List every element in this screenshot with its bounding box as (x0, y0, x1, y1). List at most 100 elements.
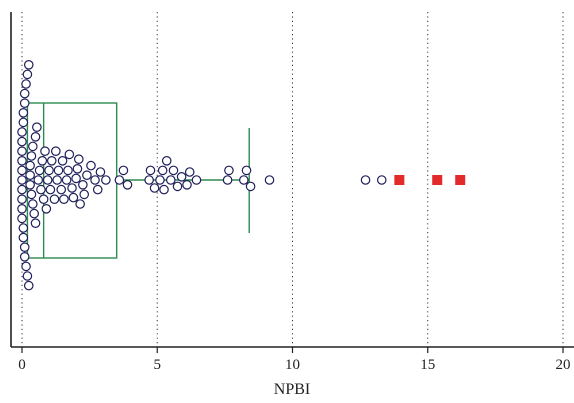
outlier-point (432, 175, 443, 185)
data-point (17, 184, 27, 195)
data-point (145, 165, 156, 176)
data-point (74, 154, 84, 164)
data-point (191, 175, 202, 185)
data-point (17, 175, 27, 185)
data-point (86, 160, 96, 171)
data-point (114, 175, 125, 185)
data-point (122, 180, 133, 190)
data-point (239, 175, 249, 185)
data-point (25, 170, 35, 180)
data-point (28, 141, 38, 152)
data-point (30, 218, 41, 228)
data-point (22, 271, 33, 281)
data-point (30, 132, 41, 142)
data-point (19, 98, 30, 108)
data-point (36, 184, 46, 195)
data-point (28, 199, 38, 209)
data-point (19, 251, 30, 262)
x-tick-label: 10 (285, 357, 300, 373)
data-point (42, 175, 53, 185)
data-point (59, 194, 69, 204)
data-point (32, 122, 42, 132)
data-point (67, 183, 77, 193)
data-point (49, 194, 60, 204)
data-point (46, 156, 57, 166)
data-point (61, 175, 72, 185)
data-point (159, 184, 169, 195)
data-point (118, 165, 129, 176)
data-point (90, 175, 100, 185)
data-point (57, 156, 68, 166)
data-point (78, 180, 88, 190)
data-point (41, 204, 52, 214)
data-point (71, 173, 81, 184)
x-tick-label: 5 (154, 357, 162, 373)
data-point (144, 175, 154, 185)
data-point (63, 165, 73, 176)
data-point (376, 175, 387, 185)
data-point (26, 151, 37, 161)
data-point (37, 156, 48, 166)
data-point (23, 60, 34, 70)
data-point (92, 184, 103, 195)
data-point (168, 165, 179, 176)
x-tick-label: 15 (420, 357, 435, 373)
data-point (21, 261, 31, 272)
data-point (17, 146, 27, 156)
data-point (161, 156, 172, 166)
data-point (17, 204, 27, 214)
data-point (224, 165, 234, 176)
data-point (21, 79, 31, 89)
data-point (17, 156, 27, 166)
data-point (245, 181, 256, 192)
data-point (72, 164, 83, 174)
data-point (19, 242, 30, 252)
data-point (25, 180, 35, 190)
data-point (82, 170, 92, 180)
data-point (18, 223, 29, 233)
data-point (64, 149, 75, 160)
data-point (17, 213, 27, 224)
data-point (34, 165, 45, 176)
data-point (33, 175, 44, 185)
data-point (25, 160, 35, 171)
data-point (40, 146, 50, 156)
data-point (38, 194, 49, 204)
data-point (157, 165, 168, 176)
data-point (19, 88, 30, 99)
data-point (44, 165, 54, 176)
data-point (18, 232, 29, 243)
data-point (176, 172, 187, 182)
data-point (17, 136, 27, 147)
data-point (75, 199, 85, 209)
outliers (394, 175, 466, 185)
x-axis-label: NPBI (274, 381, 310, 398)
x-axis-ticks: 0 5 10 15 20 (18, 347, 571, 373)
data-point (184, 167, 195, 177)
data-point (22, 69, 33, 80)
data-point (101, 175, 111, 185)
data-point (95, 167, 106, 177)
data-point (172, 181, 183, 192)
data-point (264, 175, 275, 185)
data-point (51, 146, 61, 156)
outlier-point (394, 175, 405, 185)
data-point (17, 194, 27, 204)
data-point (165, 175, 176, 185)
data-point (17, 165, 27, 176)
data-point (18, 117, 29, 128)
data-point (222, 175, 233, 185)
data-point (155, 175, 165, 185)
data-point (18, 108, 29, 118)
data-point (26, 189, 37, 200)
data-point (53, 165, 64, 176)
data-point (56, 184, 67, 195)
data-point (17, 127, 27, 137)
data-point (68, 192, 79, 203)
data-point (29, 208, 39, 219)
data-point (52, 175, 62, 185)
x-tick-label: 20 (556, 357, 571, 373)
data-point (45, 184, 56, 195)
x-tick-label: 0 (18, 357, 26, 373)
